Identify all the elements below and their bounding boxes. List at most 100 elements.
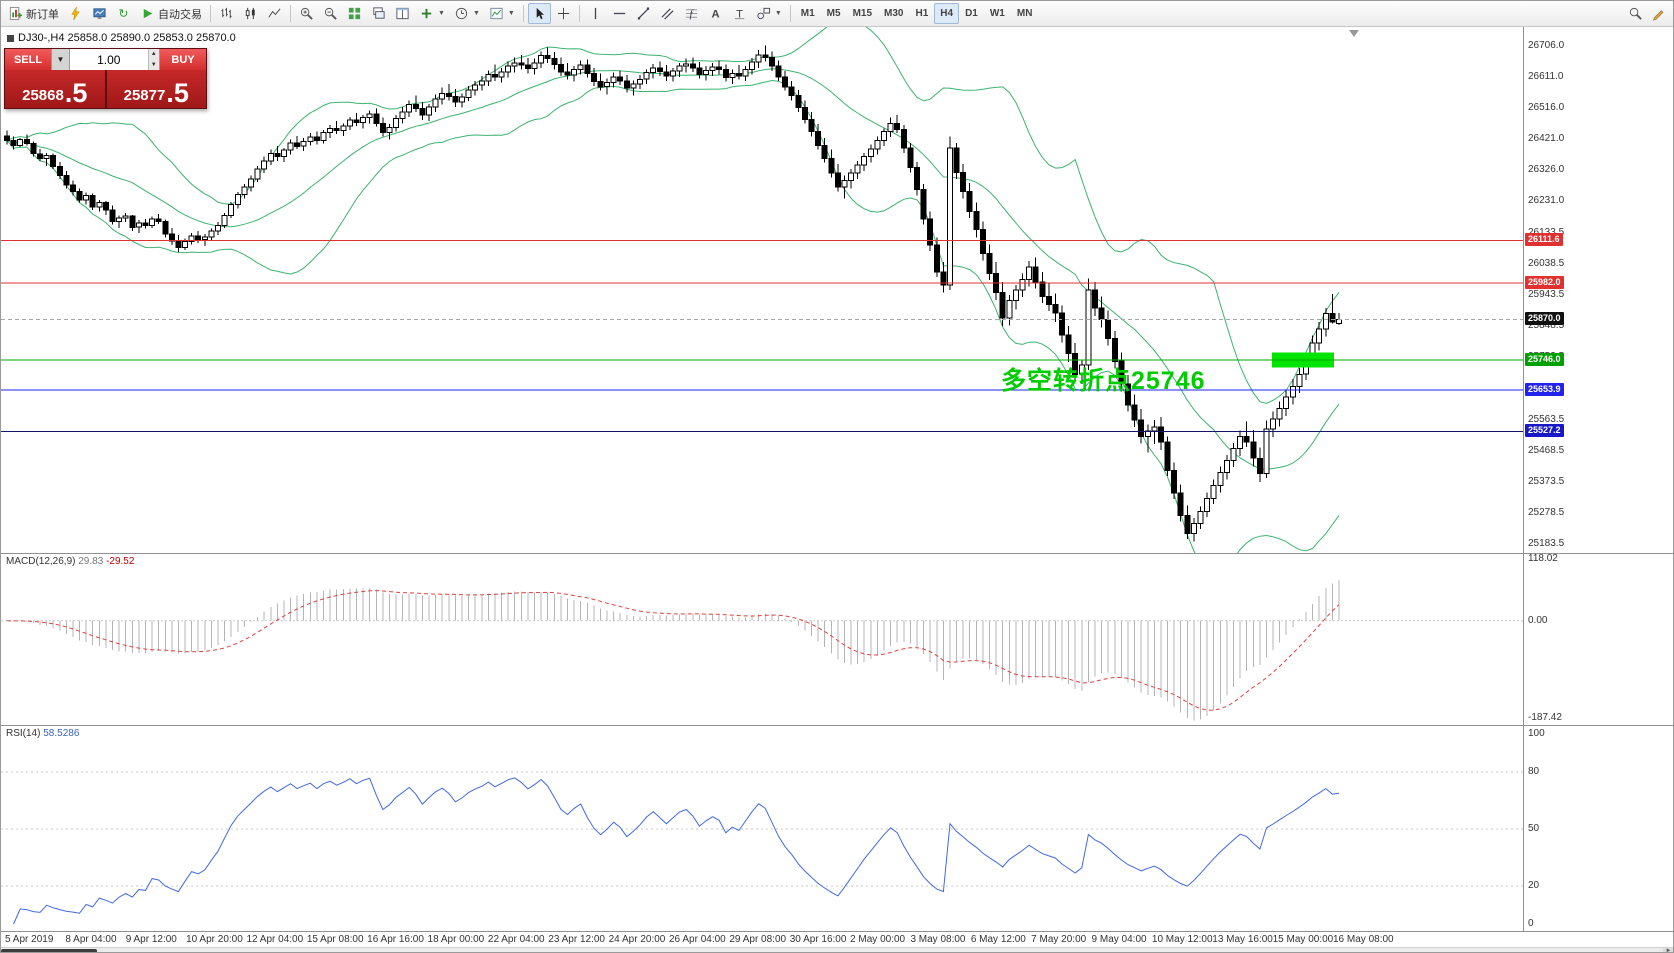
sell-button[interactable]: SELL [5, 49, 51, 70]
text-label-button[interactable]: T [728, 3, 751, 24]
buy-button[interactable]: BUY [160, 49, 206, 70]
candle [1111, 337, 1118, 362]
time-label: 16 May 08:00 [1333, 934, 1394, 945]
candle [610, 76, 617, 84]
price-axis-label: 26231.0 [1528, 195, 1565, 207]
candle [1072, 353, 1079, 375]
text-button[interactable]: A [704, 3, 727, 24]
tile-windows-button[interactable] [343, 3, 366, 24]
sell-price[interactable]: 25868 .5 [5, 70, 107, 108]
candle-chart-button[interactable] [239, 3, 262, 24]
timeframe-m1[interactable]: M1 [800, 8, 815, 19]
horizontal-line-button[interactable] [608, 3, 631, 24]
candle [261, 160, 268, 170]
refresh-icon: ↻ [118, 7, 128, 21]
candle [445, 92, 452, 98]
rsi-scale-label: 50 [1528, 823, 1540, 834]
candle [313, 136, 320, 141]
tile-windows-icon [348, 7, 361, 20]
candle [966, 190, 973, 213]
price-axis-label: 26421.0 [1528, 133, 1565, 145]
fibonacci-button[interactable]: f [680, 3, 703, 24]
horizontal-scrollbar[interactable]: ► [1, 947, 1673, 952]
timeframe-d1[interactable]: D1 [965, 8, 978, 19]
candlestick-chart[interactable] [1, 27, 1523, 553]
bar-chart-icon [221, 7, 232, 19]
period-button[interactable]: ▼ [450, 3, 484, 24]
candle [76, 190, 83, 201]
candle [234, 194, 241, 205]
vertical-line-button[interactable] [584, 3, 607, 24]
macd-signal-line [6, 590, 1340, 711]
line-chart-button[interactable] [263, 3, 286, 24]
timeframe-m15[interactable]: M15 [852, 8, 873, 19]
macd-indicator[interactable] [1, 554, 1523, 725]
cursor-button[interactable] [527, 3, 551, 24]
time-label: 6 May 12:00 [970, 934, 1026, 945]
shapes-button[interactable]: ▼ [752, 3, 786, 24]
candle [544, 54, 551, 60]
new-order-button[interactable]: 新订单 [4, 3, 63, 24]
price-axis-label: 25943.5 [1528, 289, 1565, 301]
volume-dropdown-button[interactable]: ▼ [51, 49, 70, 70]
macd-pane: 118.02 0.00 -187.42 MACD(12,26,9) 29.83 -2… [1, 553, 1673, 726]
timeframe-w1[interactable]: W1 [989, 8, 1005, 19]
price-line-label: 25982.0 [1525, 275, 1564, 289]
zoom-out-button[interactable] [319, 3, 342, 24]
candle [1164, 441, 1171, 471]
rsi-indicator[interactable] [1, 726, 1523, 931]
candle [1283, 396, 1290, 409]
metaeditor-button[interactable] [64, 3, 87, 24]
candle [1263, 428, 1270, 475]
candle [1052, 304, 1059, 314]
candle [340, 125, 347, 132]
terminal-button[interactable] [88, 3, 111, 24]
candle [419, 108, 426, 116]
autotrading-icon [143, 8, 153, 19]
toolbar: 新订单 ↻ 自动交易 [1, 1, 1673, 27]
chart-icon [7, 34, 14, 42]
add-indicator-button[interactable]: ▼ [415, 3, 449, 24]
refresh-button[interactable]: ↻ [112, 3, 135, 24]
candle [1276, 407, 1283, 420]
candle [808, 119, 815, 133]
volume-down-button[interactable]: ▼ [150, 61, 157, 68]
timeframe-m30[interactable]: M30 [884, 8, 904, 19]
candle [149, 218, 156, 226]
candle [221, 215, 228, 226]
pencil-button[interactable] [1647, 3, 1670, 24]
scrollbar-thumb[interactable] [1, 949, 97, 952]
candle [768, 56, 775, 67]
trendline-button[interactable] [632, 3, 655, 24]
candle [162, 220, 169, 235]
buy-price[interactable]: 25877 .5 [106, 70, 206, 108]
crosshair-button[interactable] [552, 3, 575, 24]
price-axis-label: 25183.5 [1528, 537, 1565, 549]
template-button[interactable]: ▼ [485, 3, 519, 24]
bar-chart-button[interactable] [215, 3, 238, 24]
candle [241, 186, 248, 196]
autotrading-button[interactable]: 自动交易 [136, 3, 206, 24]
channel-button[interactable] [656, 3, 679, 24]
price-axis-label: 26611.0 [1528, 71, 1564, 83]
search-button[interactable] [1624, 3, 1647, 24]
cascade-windows-button[interactable] [367, 3, 390, 24]
tile-vertical-button[interactable] [391, 3, 414, 24]
volume-input[interactable] [70, 49, 148, 70]
timeframe-m5[interactable]: M5 [826, 8, 841, 19]
zoom-in-button[interactable] [295, 3, 318, 24]
price-axis-label: 25563.5 [1528, 413, 1565, 425]
volume-up-button[interactable]: ▲ [150, 51, 157, 58]
timeframe-h1[interactable]: H1 [915, 8, 929, 19]
candle [1131, 404, 1138, 421]
zoom-in-icon [300, 7, 313, 20]
candle [281, 149, 287, 158]
chart-shift-marker[interactable] [1349, 30, 1359, 37]
horizontal-line-icon [613, 12, 625, 15]
channel-icon [661, 8, 674, 20]
timeframe-mn[interactable]: MN [1016, 8, 1033, 19]
time-label: 16 Apr 16:00 [367, 934, 424, 945]
timeframe-h4[interactable]: H4 [934, 3, 960, 24]
candle [248, 178, 254, 188]
scroll-right-button[interactable]: ► [1663, 948, 1673, 952]
